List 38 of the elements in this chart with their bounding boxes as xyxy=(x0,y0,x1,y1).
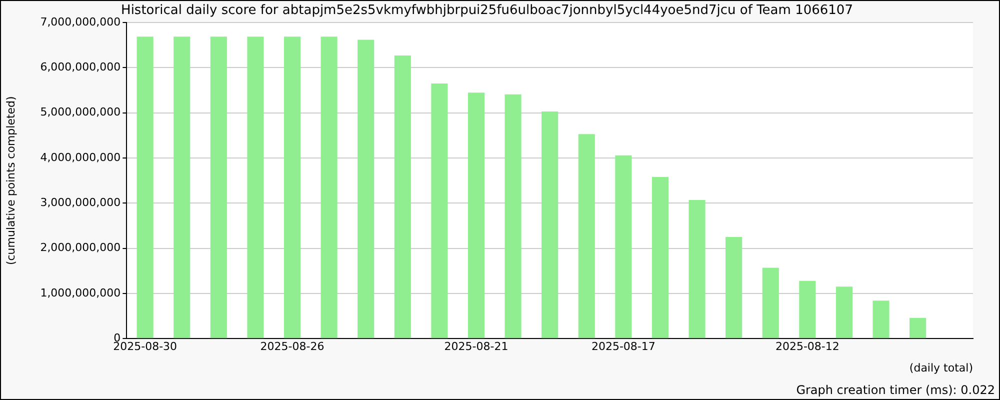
y-tick-label: 1,000,000,000 xyxy=(40,286,121,300)
bar xyxy=(210,36,227,338)
chart-title: Historical daily score for abtapjm5e2s5vkmyfwbhjbrpui25fu6ulboac7jonnbyl5ycl44yoe5nd7jcu of Team 1066107 xyxy=(121,3,853,18)
x-tick-label: 2025-08-21 xyxy=(444,340,508,354)
bar xyxy=(504,94,522,338)
y-tick-label: 7,000,000,000 xyxy=(40,15,121,28)
bar xyxy=(910,318,926,338)
x-tick-label: 2025-08-26 xyxy=(260,340,324,354)
y-tick-label: 4,000,000,000 xyxy=(40,150,121,164)
bar xyxy=(762,268,779,338)
x-tick-label: 2025-08-30 xyxy=(113,340,178,354)
bar xyxy=(652,176,669,338)
y-tick-label: 5,000,000,000 xyxy=(40,106,121,119)
bar xyxy=(284,36,301,338)
bar xyxy=(542,112,558,338)
y-tick-label: 3,000,000,000 xyxy=(40,196,121,210)
bar xyxy=(247,36,264,338)
bar xyxy=(615,155,632,338)
text: Graph creation timer (ms): 0.022 xyxy=(796,383,995,398)
bar xyxy=(688,200,706,338)
bar xyxy=(136,36,154,338)
bar xyxy=(836,286,852,338)
x-tick-label: 2025-08-17 xyxy=(591,340,656,354)
bar xyxy=(872,300,890,338)
y-axis-title: (cumulative points completed) xyxy=(4,96,18,266)
y-tick-label: 6,000,000,000 xyxy=(40,60,121,74)
bar xyxy=(468,92,485,338)
bar xyxy=(431,84,448,338)
x-tick-label: 2025-08-12 xyxy=(775,340,840,354)
bar xyxy=(578,134,595,338)
x-axis-title: (daily total) xyxy=(909,361,973,374)
bar xyxy=(174,36,190,338)
bar xyxy=(358,40,374,338)
bar xyxy=(394,56,411,338)
bar xyxy=(799,280,816,338)
y-tick-label: 2,000,000,000 xyxy=(40,241,121,254)
bar xyxy=(726,237,742,338)
bar xyxy=(320,36,338,338)
